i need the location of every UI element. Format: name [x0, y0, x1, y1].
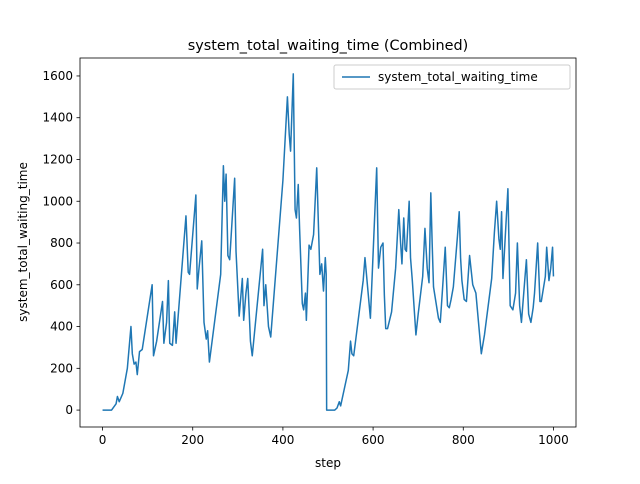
y-tick-label: 1200 [42, 152, 73, 166]
y-tick-label: 1000 [42, 194, 73, 208]
legend-label: system_total_waiting_time [378, 70, 538, 84]
x-tick-label: 0 [99, 433, 107, 447]
x-tick-label: 1000 [538, 433, 569, 447]
y-tick-label: 0 [65, 403, 73, 417]
y-tick-label: 800 [50, 236, 73, 250]
legend-box [333, 64, 571, 90]
y-tick-label: 600 [50, 278, 73, 292]
x-axis-label: step [315, 456, 341, 470]
y-tick-label: 200 [50, 361, 73, 375]
y-tick-label: 1400 [42, 111, 73, 125]
x-tick-label: 600 [362, 433, 385, 447]
y-tick-label: 400 [50, 320, 73, 334]
y-tick-label: 1600 [42, 69, 73, 83]
x-tick-label: 400 [271, 433, 294, 447]
axes-frame [79, 57, 577, 428]
chart-title: system_total_waiting_time (Combined) [188, 38, 468, 54]
x-tick-label: 200 [181, 433, 204, 447]
data-line [102, 73, 555, 411]
y-axis-label: system_total_waiting_time [16, 162, 30, 322]
x-tick-label: 800 [452, 433, 475, 447]
